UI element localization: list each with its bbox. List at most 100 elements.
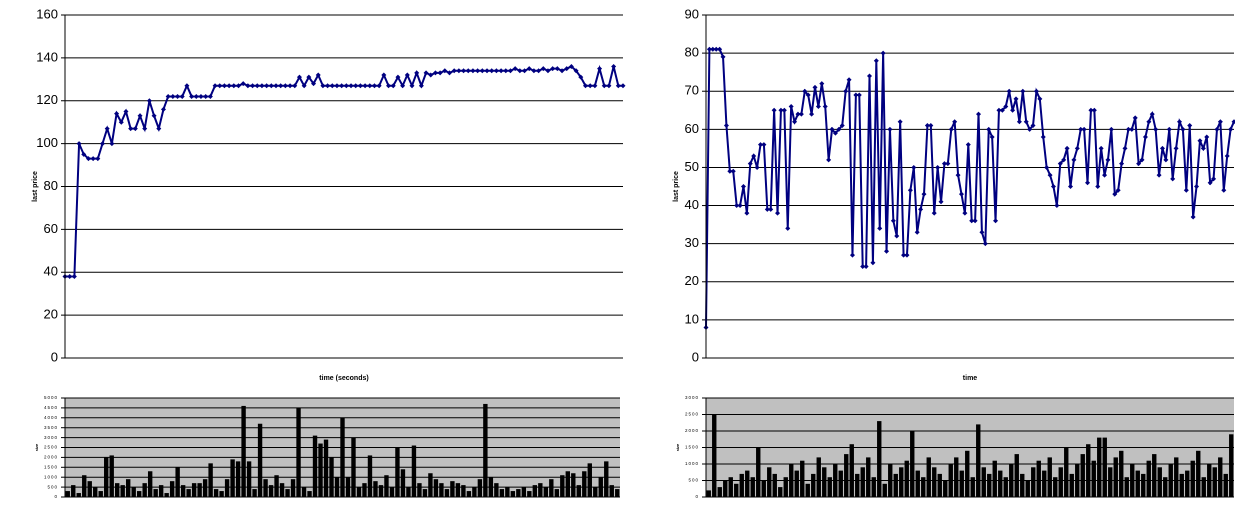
bar <box>153 489 157 497</box>
bar <box>1020 474 1024 497</box>
y-tick-label: 0 <box>692 349 699 364</box>
bar <box>373 481 377 497</box>
bar <box>718 487 722 497</box>
bar <box>817 457 821 497</box>
bar <box>219 491 223 497</box>
bar <box>439 483 443 497</box>
bar <box>93 487 97 497</box>
bar <box>555 489 559 497</box>
bar <box>740 474 744 497</box>
bar <box>527 491 531 497</box>
bar <box>1004 477 1008 497</box>
bar <box>307 491 311 497</box>
y-tick-label: 50 <box>685 159 699 174</box>
x-axis-label: time (seconds) <box>319 375 368 382</box>
bar <box>894 474 898 497</box>
bar <box>916 471 920 497</box>
y-tick-label: 90 <box>685 6 699 21</box>
bar <box>1081 454 1085 497</box>
bar <box>566 471 570 497</box>
y-tick-label: 60 <box>44 221 58 236</box>
y-axis-label: size <box>34 443 39 451</box>
bar <box>811 474 815 497</box>
bar <box>1180 474 1184 497</box>
bar <box>1037 461 1041 497</box>
bar <box>927 457 931 497</box>
bar <box>1086 444 1090 497</box>
bar <box>1042 471 1046 497</box>
y-tick-label: 80 <box>685 45 699 60</box>
bar <box>1130 464 1134 497</box>
bar <box>872 477 876 497</box>
bar <box>351 438 355 497</box>
bar <box>1075 464 1079 497</box>
bar <box>302 487 306 497</box>
bar <box>938 474 942 497</box>
bar <box>910 431 914 497</box>
bar <box>976 424 980 497</box>
bar <box>577 485 581 497</box>
y-tick-label: 1000 <box>685 461 699 466</box>
bar <box>538 483 542 497</box>
bar <box>949 464 953 497</box>
bar <box>745 471 749 497</box>
bar <box>214 489 218 497</box>
bar <box>833 464 837 497</box>
bar <box>203 479 207 497</box>
bar <box>390 487 394 497</box>
bar <box>877 421 881 497</box>
y-tick-label: 20 <box>44 307 58 322</box>
y-tick-label: 140 <box>36 49 58 64</box>
bar <box>734 484 738 497</box>
y-tick-label: 10 <box>685 311 699 326</box>
bar <box>789 464 793 497</box>
bar <box>987 474 991 497</box>
bar <box>472 487 476 497</box>
bar <box>905 461 909 497</box>
bar <box>66 491 70 497</box>
y-tick-label: 500 <box>688 478 699 483</box>
bar <box>483 404 487 497</box>
bar <box>822 467 826 497</box>
bar <box>115 483 119 497</box>
bar <box>1185 471 1189 497</box>
y-tick-label: 2500 <box>44 445 58 450</box>
bar <box>318 444 322 497</box>
bar <box>467 491 471 497</box>
y-tick-label: 30 <box>685 235 699 250</box>
bar <box>401 469 405 497</box>
bar <box>263 479 267 497</box>
y-tick-label: 500 <box>47 484 58 489</box>
y-tick-label: 80 <box>44 178 58 193</box>
bar <box>110 455 114 497</box>
bar <box>192 483 196 497</box>
y-axis-label: last price <box>32 171 39 202</box>
bar <box>844 454 848 497</box>
bar <box>1064 448 1068 498</box>
y-tick-label: 0 <box>54 494 58 499</box>
bar <box>142 483 146 497</box>
bar <box>1224 474 1228 497</box>
y-tick-label: 40 <box>44 264 58 279</box>
bar <box>461 485 465 497</box>
y-tick-label: 60 <box>685 121 699 136</box>
bar <box>993 461 997 497</box>
bar <box>137 491 141 497</box>
bar <box>412 446 416 497</box>
bar <box>104 457 108 497</box>
bar <box>77 493 81 497</box>
bar <box>998 471 1002 497</box>
bar <box>126 479 130 497</box>
bar <box>505 487 509 497</box>
bar <box>954 457 958 497</box>
bar <box>329 457 333 497</box>
bar <box>1136 471 1140 497</box>
bar <box>1108 467 1112 497</box>
bar <box>197 483 201 497</box>
y-tick-label: 40 <box>685 197 699 212</box>
bar <box>186 489 190 497</box>
bar <box>839 471 843 497</box>
y-tick-label: 4500 <box>44 405 58 410</box>
bar <box>599 477 603 497</box>
